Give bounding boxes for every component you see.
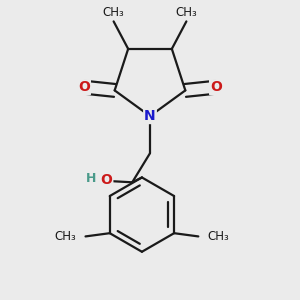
Text: N: N (144, 109, 156, 123)
Text: O: O (210, 80, 222, 94)
Text: CH₃: CH₃ (207, 230, 229, 243)
Text: CH₃: CH₃ (176, 6, 197, 19)
Text: H: H (86, 172, 96, 184)
Text: O: O (78, 80, 90, 94)
Text: O: O (100, 173, 112, 187)
Text: CH₃: CH₃ (55, 230, 76, 243)
Text: CH₃: CH₃ (103, 6, 124, 19)
